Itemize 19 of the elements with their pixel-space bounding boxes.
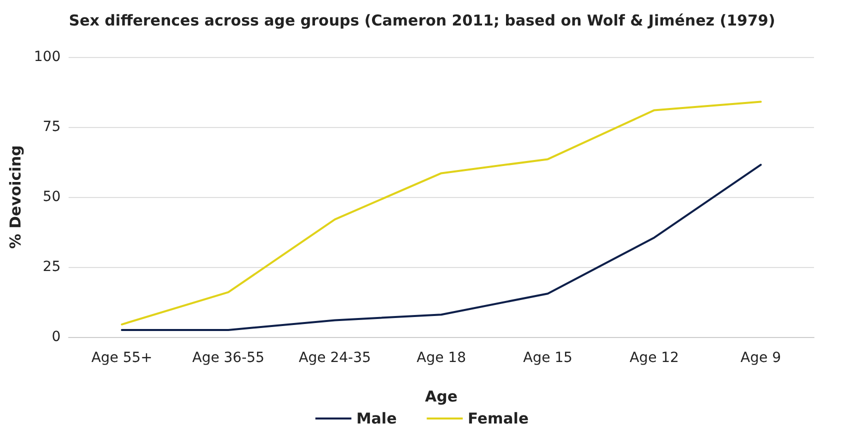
x-tick-label: Age 18 (416, 350, 466, 366)
y-tick-label: 25 (42, 259, 61, 275)
legend-label: Male (356, 410, 397, 428)
y-axis-title: % Devoicing (6, 145, 24, 249)
y-tick-label: 0 (52, 329, 61, 345)
line-series (120, 164, 762, 331)
legend-label: Female (468, 410, 529, 428)
x-tick-label: Age 36-55 (192, 350, 264, 366)
x-tick-label: Age 24-35 (298, 350, 371, 366)
y-tick-label: 50 (42, 189, 61, 205)
line-series (120, 100, 762, 326)
y-tick-label: 100 (34, 49, 61, 65)
x-tick-label: Age 15 (523, 350, 572, 366)
x-tick-label: Age 55+ (91, 350, 152, 366)
chart-title: Sex differences across age groups (Cameron 2011; based on Wolf & Jiménez (1979) (68, 12, 776, 30)
y-tick-label: 75 (42, 119, 61, 135)
x-tick-label: Age 12 (630, 350, 679, 366)
x-tick-label: Age 9 (740, 350, 781, 366)
x-axis-title: Age (425, 388, 458, 406)
